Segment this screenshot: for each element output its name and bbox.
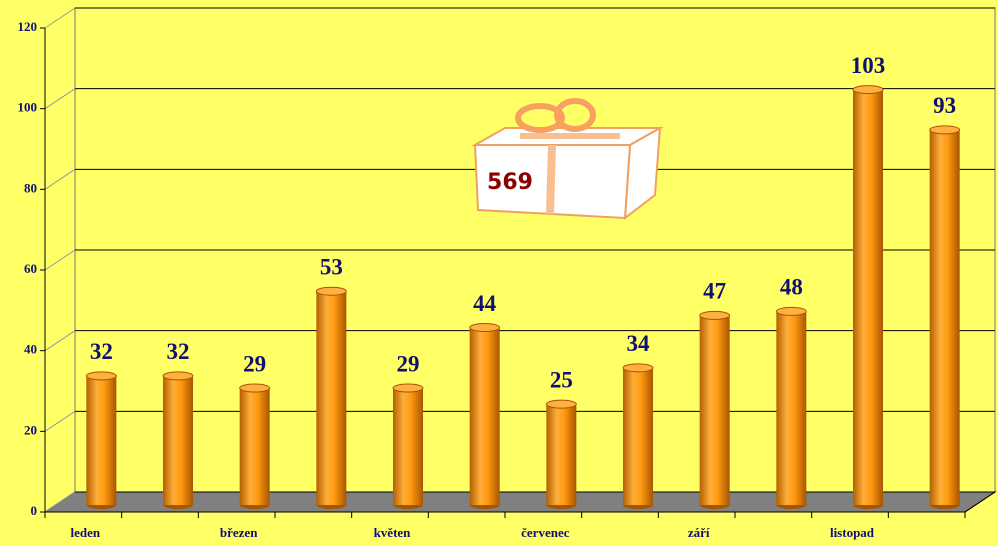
bar bbox=[853, 90, 883, 505]
bar-top bbox=[86, 372, 116, 380]
bar bbox=[240, 388, 270, 505]
x-tick-label: září bbox=[688, 525, 710, 540]
bar bbox=[163, 376, 193, 505]
bar bbox=[776, 311, 806, 505]
bar-top bbox=[776, 307, 806, 315]
y-tick-label: 0 bbox=[31, 503, 38, 518]
y-tick-label: 20 bbox=[24, 422, 37, 437]
y-tick-label: 120 bbox=[18, 19, 38, 34]
plot-area: 0 20 40 60 80 100 120 leden 32 32 březen 29 53 květen… bbox=[18, 8, 996, 540]
total-annotation: 569 bbox=[487, 170, 533, 195]
value-label: 103 bbox=[851, 53, 886, 78]
value-label: 48 bbox=[780, 275, 803, 300]
x-tick-label: březen bbox=[220, 525, 258, 540]
bar-top bbox=[853, 86, 883, 94]
y-tick-label: 60 bbox=[24, 261, 37, 276]
bar-top bbox=[393, 384, 423, 392]
bar-top bbox=[623, 364, 653, 372]
value-label: 32 bbox=[90, 339, 113, 364]
chart: 0 20 40 60 80 100 120 leden 32 32 březen 29 53 květen… bbox=[0, 0, 998, 546]
bar-top bbox=[700, 311, 730, 319]
value-label: 53 bbox=[320, 255, 343, 280]
bar bbox=[316, 291, 346, 505]
x-tick-label: leden bbox=[71, 525, 101, 540]
bar bbox=[930, 130, 960, 505]
value-label: 93 bbox=[933, 93, 956, 118]
bar bbox=[393, 388, 423, 505]
bar-top bbox=[470, 324, 500, 332]
bar bbox=[470, 328, 500, 505]
bar bbox=[623, 368, 653, 505]
value-label: 34 bbox=[627, 331, 651, 356]
value-label: 44 bbox=[473, 291, 497, 316]
value-label: 29 bbox=[243, 351, 266, 376]
bar bbox=[86, 376, 116, 505]
value-label: 32 bbox=[167, 339, 190, 364]
bar-top bbox=[546, 400, 576, 408]
ribbon bbox=[550, 145, 552, 214]
value-label: 29 bbox=[397, 351, 420, 376]
x-tick-label: listopad bbox=[830, 525, 875, 540]
y-tick-label: 100 bbox=[18, 100, 38, 115]
bar-top bbox=[163, 372, 193, 380]
bar-top bbox=[240, 384, 270, 392]
bar bbox=[700, 315, 730, 505]
value-label: 47 bbox=[703, 279, 726, 304]
y-tick-label: 80 bbox=[24, 180, 37, 195]
x-tick-label: červenec bbox=[521, 525, 570, 540]
x-tick-label: květen bbox=[374, 525, 412, 540]
value-label: 25 bbox=[550, 367, 573, 392]
bar bbox=[546, 404, 576, 505]
bar-top bbox=[930, 126, 960, 134]
y-tick-label: 40 bbox=[24, 342, 37, 357]
bar-top bbox=[316, 287, 346, 295]
